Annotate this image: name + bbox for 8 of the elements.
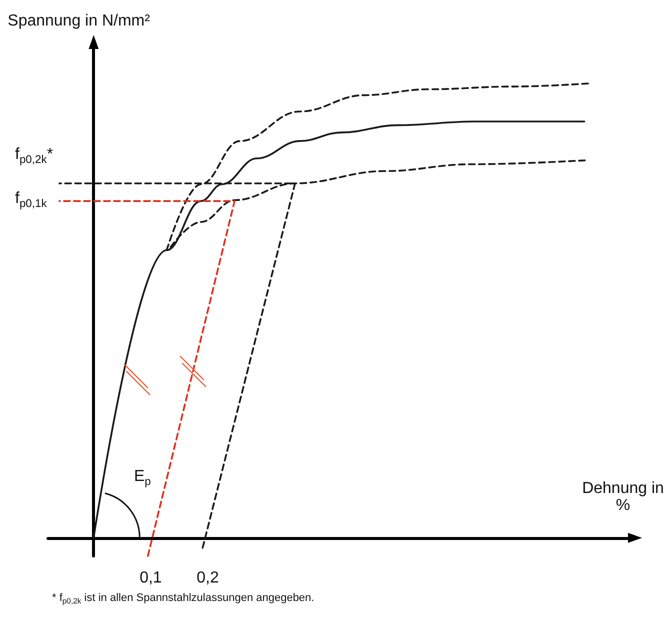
- x-axis-title: Dehnung in %: [581, 480, 665, 515]
- text: f$_{p0,1k}$: [15, 190, 47, 210]
- annotation: E$_{p}$: [134, 468, 151, 488]
- text: * f$_{p0,2k}$ ist in allen Spannstahlzulassungen angegeben.: [52, 592, 314, 606]
- y-axis-title: Spannung in N/mm²: [8, 12, 151, 30]
- x-tick-label: 0,1: [140, 570, 162, 586]
- x-tick-label: 0,2: [196, 570, 219, 586]
- annotation: f$_{p0,2k}$*: [15, 146, 54, 166]
